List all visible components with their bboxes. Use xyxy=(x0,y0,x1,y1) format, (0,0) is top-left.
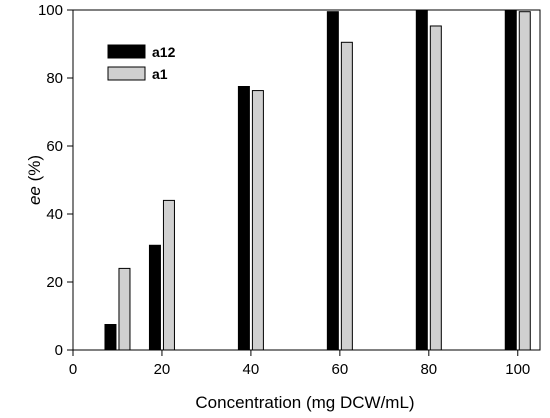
y-axis-title-unit: (%) xyxy=(25,155,44,186)
bars-group xyxy=(104,9,531,351)
bar-a12-60 xyxy=(326,11,339,351)
bar-a12-100 xyxy=(504,9,517,351)
x-axis-title: Concentration (mg DCW/mL) xyxy=(195,393,414,412)
y-axis-title-italic: ee xyxy=(25,186,44,205)
bar-a12-10 xyxy=(104,324,117,351)
bar-a1-10 xyxy=(118,267,131,351)
bar-a12-40 xyxy=(237,86,250,351)
plot-frame xyxy=(72,9,541,351)
x-tick-label-40: 40 xyxy=(243,361,260,378)
y-tick-label-100: 100 xyxy=(38,2,63,19)
y-tick-label-0: 0 xyxy=(55,342,63,359)
x-tick-label-80: 80 xyxy=(420,361,437,378)
bar-a1-60 xyxy=(340,41,353,351)
bar-a1-40 xyxy=(251,90,264,351)
y-tick-label-80: 80 xyxy=(46,70,63,87)
y-tick-label-20: 20 xyxy=(46,274,63,291)
bar-a12-80 xyxy=(415,9,428,351)
y-tick-label-60: 60 xyxy=(46,138,63,155)
bar-a1-20 xyxy=(162,199,175,351)
bar-a1-100 xyxy=(518,11,531,351)
legend-swatch-a1 xyxy=(107,66,146,81)
legend-label-a12: a12 xyxy=(152,44,176,60)
x-tick-label-100: 100 xyxy=(505,361,530,378)
x-tick-label-20: 20 xyxy=(154,361,171,378)
y-tick-label-40: 40 xyxy=(46,206,63,223)
y-axis-title: ee (%) xyxy=(25,155,44,205)
legend-swatch-a12 xyxy=(107,44,146,59)
legend-label-a1: a1 xyxy=(152,66,168,82)
axes-group: 0 20 40 60 80 100 0 20 40 60 80 100 xyxy=(38,2,541,378)
x-tick-label-0: 0 xyxy=(69,361,77,378)
x-tick-label-60: 60 xyxy=(332,361,349,378)
bar-a12-20 xyxy=(148,244,161,351)
bar-a1-80 xyxy=(429,25,442,351)
